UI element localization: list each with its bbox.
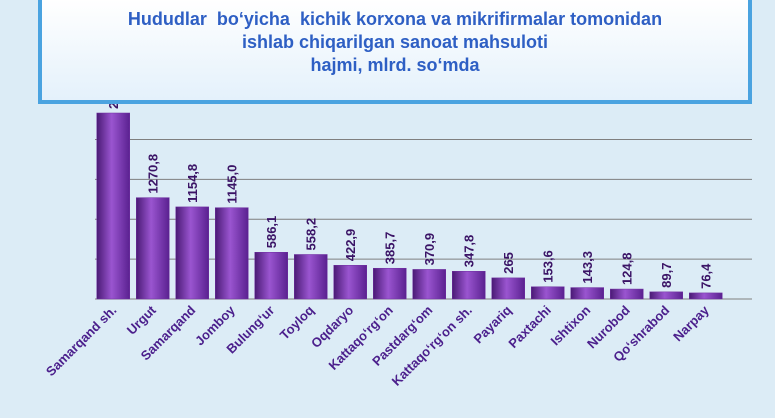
value-label: 143,3 <box>580 251 595 284</box>
bar <box>689 292 723 300</box>
value-label: 1154,8 <box>185 164 200 203</box>
value-label: 1270,8 <box>146 154 161 194</box>
title-line: ishlab chiqarilgan sanoat mahsuloti <box>241 32 549 52</box>
bar <box>96 112 130 300</box>
bar <box>491 277 525 300</box>
x-tick-label: Urgut <box>124 302 160 338</box>
value-label: 370,9 <box>422 233 437 266</box>
bar <box>531 286 565 300</box>
chart-title: Hududlar bo‘yicha kichik korxona va mikr… <box>38 0 752 104</box>
bar <box>215 207 249 300</box>
bar <box>412 269 446 300</box>
value-label: 385,7 <box>383 232 398 265</box>
title-line: hajmi, mlrd. so‘mda <box>310 55 480 75</box>
bar <box>294 254 328 300</box>
value-label: 153,6 <box>541 250 556 283</box>
value-label: 347,8 <box>462 235 477 268</box>
x-tick-label: Narpay <box>670 302 712 344</box>
value-label: 1145,0 <box>225 165 240 204</box>
x-tick-label: Samarqand sh. <box>43 303 120 380</box>
bar <box>333 265 367 300</box>
bar <box>610 288 644 300</box>
value-label: 558,2 <box>304 218 319 251</box>
bar <box>175 206 209 300</box>
bar <box>570 287 604 300</box>
bar <box>649 291 683 300</box>
value-label: 76,4 <box>699 263 714 289</box>
value-label: 124,8 <box>620 252 635 285</box>
value-label: 422,9 <box>343 229 358 262</box>
value-label: 265 <box>501 252 516 274</box>
bar <box>254 252 288 300</box>
value-label: 89,7 <box>659 263 674 288</box>
value-label: 586,1 <box>264 216 279 249</box>
x-tick-label: Paxtachi <box>505 303 553 351</box>
bar <box>136 197 170 300</box>
title-line: Hududlar bo‘yicha kichik korxona va mikr… <box>127 9 663 29</box>
bar <box>373 267 407 300</box>
bar <box>452 271 486 300</box>
